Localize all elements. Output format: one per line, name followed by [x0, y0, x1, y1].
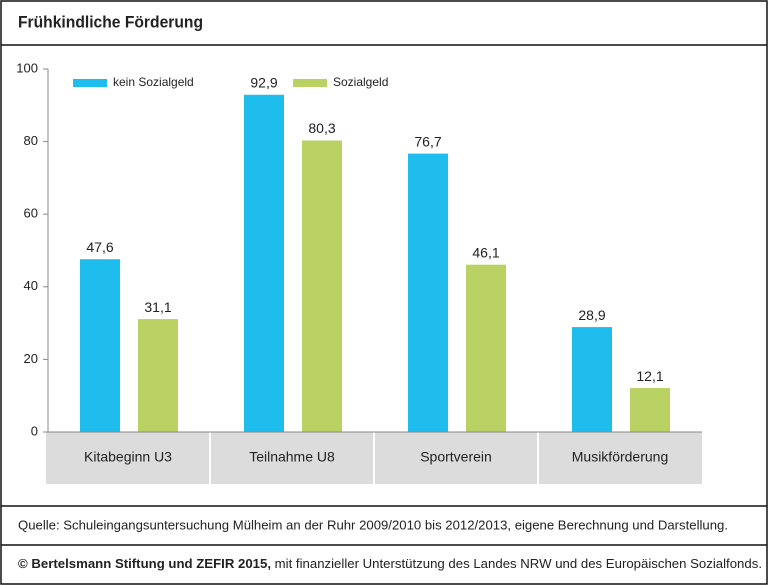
chart-title: Frühkindliche Förderung — [18, 12, 203, 31]
value-label: 46,1 — [472, 244, 499, 260]
value-label: 47,6 — [86, 239, 113, 255]
bar — [302, 140, 342, 433]
copyright-rest: mit finanzieller Unterstützung des Lande… — [275, 556, 762, 571]
y-tick-label: 40 — [24, 278, 38, 293]
value-label: 76,7 — [414, 133, 441, 149]
value-label: 31,1 — [144, 299, 171, 315]
y-tick-label: 20 — [24, 351, 38, 366]
bar — [572, 327, 612, 432]
bar — [466, 264, 506, 432]
source-note: Quelle: Schuleingangsuntersuchung Mülhei… — [18, 517, 728, 532]
copyright-note: © Bertelsmann Stiftung und ZEFIR 2015, m… — [18, 556, 762, 571]
y-tick-label: 80 — [24, 133, 38, 148]
bar — [408, 153, 448, 433]
value-label: 80,3 — [308, 120, 335, 136]
x-tick-label: Sportverein — [420, 449, 492, 465]
copyright-bold: © Bertelsmann Stiftung und ZEFIR 2015, — [18, 556, 271, 571]
value-label: 92,9 — [250, 74, 277, 90]
bar — [138, 319, 178, 432]
legend-label: Sozialgeld — [333, 75, 388, 89]
y-tick-label: 0 — [31, 423, 38, 438]
value-label: 28,9 — [578, 307, 605, 323]
legend-swatch — [73, 79, 107, 87]
x-tick-label: Teilnahme U8 — [249, 449, 335, 465]
y-tick-label: 60 — [24, 206, 38, 221]
bar — [80, 259, 120, 432]
x-tick-label: Kitabeginn U3 — [84, 449, 172, 465]
x-tick-label: Musikförderung — [572, 449, 669, 465]
y-tick-label: 100 — [16, 60, 38, 75]
bar — [244, 94, 284, 432]
legend-label: kein Sozialgeld — [113, 75, 194, 89]
legend-swatch — [293, 79, 327, 87]
value-label: 12,1 — [636, 368, 663, 384]
bar — [630, 388, 670, 432]
